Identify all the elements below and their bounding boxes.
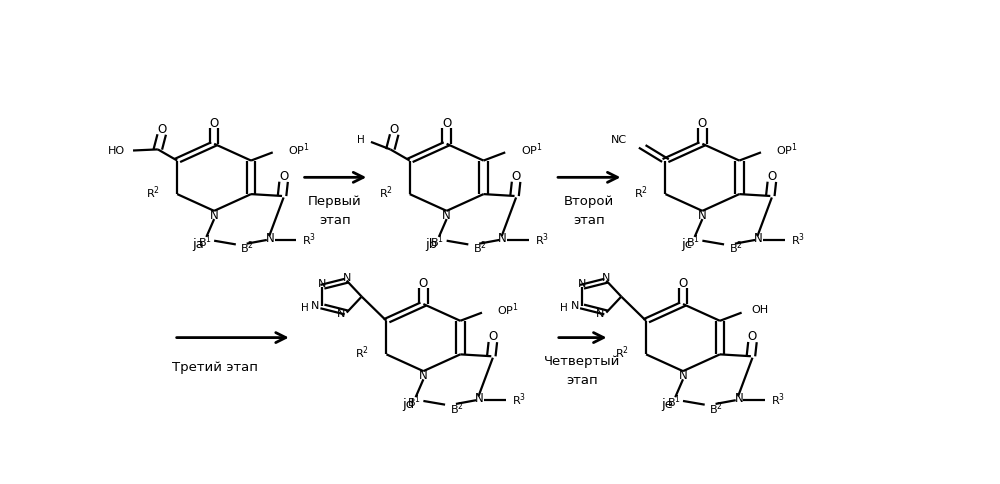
Text: OP$^1$: OP$^1$ — [776, 141, 798, 158]
Text: HO: HO — [108, 146, 125, 155]
Text: Четвертый: Четвертый — [544, 355, 620, 368]
Text: jb: jb — [425, 238, 437, 251]
Text: OH: OH — [751, 305, 768, 316]
Text: B$^1$: B$^1$ — [686, 233, 700, 250]
Text: B$^2$: B$^2$ — [473, 240, 487, 257]
Text: N: N — [602, 272, 610, 283]
Text: N: N — [498, 231, 507, 244]
Text: B$^2$: B$^2$ — [709, 400, 723, 417]
Text: N: N — [318, 279, 327, 289]
Text: O: O — [488, 331, 497, 343]
Text: B$^2$: B$^2$ — [240, 240, 254, 257]
Text: NC: NC — [611, 135, 627, 145]
Text: H: H — [560, 303, 568, 313]
Text: N: N — [266, 231, 274, 244]
Text: H: H — [357, 135, 365, 145]
Text: N: N — [337, 309, 345, 319]
Text: R$^2$: R$^2$ — [355, 344, 369, 361]
Text: O: O — [511, 170, 521, 183]
Text: N: N — [419, 369, 428, 382]
Text: ja: ja — [193, 238, 205, 251]
Text: N: N — [754, 231, 763, 244]
Text: N: N — [571, 302, 579, 311]
Text: N: N — [442, 209, 451, 222]
Text: N: N — [475, 392, 484, 405]
Text: O: O — [698, 117, 707, 130]
Text: N: N — [210, 209, 218, 222]
Text: N: N — [311, 302, 319, 311]
Text: O: O — [390, 123, 399, 136]
Text: B$^1$: B$^1$ — [407, 394, 421, 410]
Text: этап: этап — [573, 214, 605, 227]
Text: O: O — [678, 277, 688, 290]
Text: O: O — [210, 117, 219, 130]
Text: N: N — [734, 392, 743, 405]
Text: O: O — [419, 277, 428, 290]
Text: R$^2$: R$^2$ — [146, 184, 160, 200]
Text: H: H — [301, 303, 308, 313]
Text: jd: jd — [402, 398, 414, 411]
Text: R$^3$: R$^3$ — [302, 231, 317, 247]
Text: OP$^1$: OP$^1$ — [497, 302, 519, 318]
Text: OP$^1$: OP$^1$ — [288, 141, 310, 158]
Text: N: N — [342, 272, 351, 283]
Text: B$^1$: B$^1$ — [667, 394, 681, 410]
Text: B$^2$: B$^2$ — [450, 400, 464, 417]
Text: Третий этап: Третий этап — [172, 361, 258, 374]
Text: R$^2$: R$^2$ — [379, 184, 393, 200]
Text: R$^3$: R$^3$ — [512, 391, 526, 408]
Text: этап: этап — [566, 374, 598, 387]
Text: N: N — [596, 309, 605, 319]
Text: Первый: Первый — [308, 195, 362, 208]
Text: R$^3$: R$^3$ — [771, 391, 785, 408]
Text: O: O — [442, 117, 451, 130]
Text: B$^2$: B$^2$ — [729, 240, 743, 257]
Text: O: O — [279, 170, 288, 183]
Text: R$^3$: R$^3$ — [791, 231, 805, 247]
Text: jc: jc — [681, 238, 692, 251]
Text: этап: этап — [319, 214, 351, 227]
Text: N: N — [578, 279, 586, 289]
Text: N: N — [698, 209, 707, 222]
Text: O: O — [748, 331, 757, 343]
Text: N: N — [679, 369, 687, 382]
Text: O: O — [767, 170, 776, 183]
Text: R$^3$: R$^3$ — [535, 231, 549, 247]
Text: B$^1$: B$^1$ — [198, 233, 212, 250]
Text: Второй: Второй — [564, 195, 614, 208]
Text: O: O — [157, 123, 166, 136]
Text: B$^1$: B$^1$ — [430, 233, 444, 250]
Text: R$^2$: R$^2$ — [615, 344, 629, 361]
Text: je: je — [662, 398, 674, 411]
Text: R$^2$: R$^2$ — [634, 184, 648, 200]
Text: OP$^1$: OP$^1$ — [521, 141, 543, 158]
